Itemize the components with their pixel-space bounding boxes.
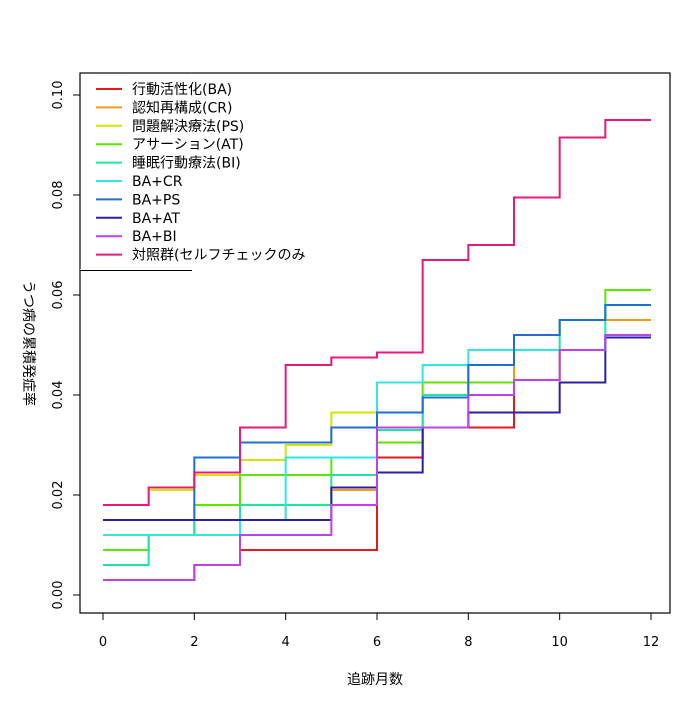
legend-label: BA+AT <box>132 211 180 227</box>
x-tick-label: 12 <box>643 635 660 650</box>
x-tick-label: 2 <box>190 635 198 650</box>
legend-label: 行動活性化(BA) <box>132 82 232 98</box>
x-axis: 0 2 4 6 8 10 12 <box>99 612 660 650</box>
x-axis-title: 追跡月数 <box>347 672 403 688</box>
x-tick-label: 0 <box>99 635 107 650</box>
x-tick-label: 6 <box>373 635 381 650</box>
series-line-7 <box>103 304 651 521</box>
y-tick-label: 0.10 <box>51 81 66 110</box>
legend-box <box>80 73 192 270</box>
x-tick-label: 10 <box>551 635 568 650</box>
series-line-9 <box>103 334 651 581</box>
legend-label: 睡眠行動療法(BI) <box>132 155 241 172</box>
x-tick-label: 8 <box>464 635 472 650</box>
series-line-10 <box>103 119 651 506</box>
y-axis-title: うつ病の累積発症率 <box>20 280 37 406</box>
legend-label: 認知再構成(CR) <box>132 99 232 116</box>
y-tick-label: 0.04 <box>51 381 66 410</box>
x-tick-label: 4 <box>282 635 290 650</box>
legend-label: 問題解決療法(PS) <box>132 118 244 135</box>
legend: 行動活性化(BA)認知再構成(CR) 問題解決療法(PS) アサーション(AT) 睡眠… <box>80 73 305 271</box>
legend-label: BA+BI <box>132 229 177 245</box>
y-tick-label: 0.02 <box>51 481 66 510</box>
y-tick-label: 0.06 <box>51 281 66 310</box>
legend-label: BA+PS <box>132 192 180 208</box>
y-tick-label: 0.08 <box>51 181 66 210</box>
legend-label: BA+CR <box>132 174 183 190</box>
y-tick-label: 0.00 <box>51 581 66 610</box>
legend-label: アサーション(AT) <box>132 137 244 153</box>
legend-label: 対照群(セルフチェックのみ <box>132 248 305 264</box>
series-layer <box>103 119 651 581</box>
y-axis: 0.00 0.02 0.04 0.06 0.08 0.10 <box>51 81 81 610</box>
series-line-8 <box>103 336 651 521</box>
